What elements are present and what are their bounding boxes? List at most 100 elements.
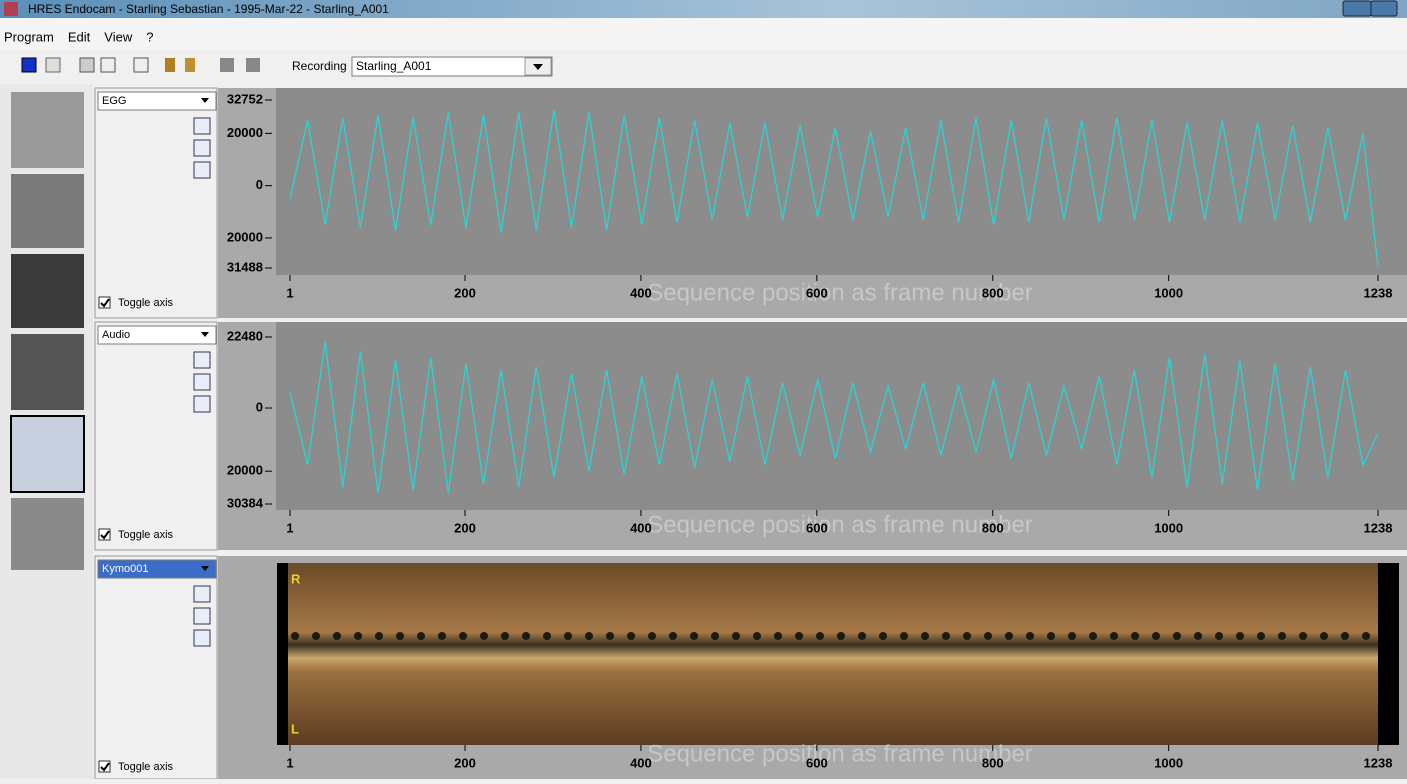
kymo-dot [585,632,593,640]
kymo-dot [1278,632,1286,640]
kymo-dot [816,632,824,640]
x-tick-label: 1 [286,520,293,535]
kymo-dot [690,632,698,640]
x-tick-label: 400 [630,520,652,535]
kymo-dot [1068,632,1076,640]
kymo-dot [648,632,656,640]
y-tick-label: 20000 [227,229,263,244]
x-tick-label: 800 [982,520,1004,535]
kymo-dot [564,632,572,640]
kymo-dot [1131,632,1139,640]
x-axis-label: Sequence position as frame number [647,279,1033,306]
x-tick-label: 200 [454,285,476,300]
stop-button[interactable] [22,58,36,72]
kymo-dot [627,632,635,640]
menu-item[interactable]: View [104,29,133,44]
info-button[interactable] [165,58,175,72]
sound-button[interactable] [46,58,60,72]
x-tick-label: 1238 [1364,520,1393,535]
kymo-dot [669,632,677,640]
toggle-axis-label: Toggle axis [118,297,174,309]
menu-item[interactable]: ? [146,29,153,44]
plot-inner [276,88,1407,275]
kymo-dot [963,632,971,640]
kymo-dot [522,632,530,640]
y-tick-label: 0 [256,399,263,414]
kymo-dot [1026,632,1034,640]
kymo-dot [1236,632,1244,640]
x-tick-label: 1000 [1154,285,1183,300]
kymo-dot [1215,632,1223,640]
endoscope-view-button[interactable] [11,174,84,248]
kymo-dot [438,632,446,640]
kymo-dot [333,632,341,640]
glottis-view-button[interactable] [11,254,84,328]
kymo-dot [606,632,614,640]
kymo-dot [1110,632,1118,640]
kymo-dot [795,632,803,640]
menu-item[interactable]: Edit [68,29,91,44]
kymo-dot [480,632,488,640]
channel-select-value: Audio [102,329,130,341]
kymo-bottom-label: L [291,721,299,736]
y-tick-label: 20000 [227,463,263,478]
minimize-button[interactable] [1343,1,1371,16]
kymo-dot [900,632,908,640]
x-tick-label: 600 [806,285,828,300]
x-tick-label: 200 [454,755,476,770]
help-button[interactable] [185,58,195,72]
kymo-dot [1173,632,1181,640]
kymo-dot [291,632,299,640]
kymo-dot [1152,632,1160,640]
app-icon [4,2,18,16]
zoom-in-button[interactable] [194,118,210,134]
x-tick-label: 1000 [1154,755,1183,770]
export-view-button[interactable] [11,498,84,570]
zoom-in-button[interactable] [194,352,210,368]
kymo-dot [543,632,551,640]
menu-item[interactable]: Program [4,29,54,44]
plot-inner [276,322,1407,510]
kymogram [288,563,1378,745]
zoom-out-button[interactable] [194,140,210,156]
kymo-dot [417,632,425,640]
patient-view-button[interactable] [11,92,84,168]
kymo-dot [837,632,845,640]
kymo-dot [732,632,740,640]
x-tick-label: 1 [286,755,293,770]
edge-view-button[interactable] [11,334,84,410]
kymo-dot [921,632,929,640]
signal-view-button[interactable] [11,416,84,492]
x-tick-label: 800 [982,285,1004,300]
kymo-dot [753,632,761,640]
copy-button[interactable] [134,58,148,72]
fit-button[interactable] [194,162,210,178]
channel-select-value: Kymo001 [102,563,148,575]
app-window: HRES Endocam - Starling Sebastian - 1995… [0,0,1407,779]
channel-select-value: EGG [102,95,126,107]
x-tick-label: 400 [630,285,652,300]
kymo-dot [1005,632,1013,640]
maximize-button[interactable] [1371,1,1397,16]
kymo-dot [1299,632,1307,640]
fit-button[interactable] [194,396,210,412]
kymo-dot [1341,632,1349,640]
toggle-axis-label: Toggle axis [118,529,174,541]
x-tick-label: 400 [630,755,652,770]
x-axis-label: Sequence position as frame number [647,511,1033,538]
kymo-dot [396,632,404,640]
zoom-in-button[interactable] [194,586,210,602]
preview-button[interactable] [101,58,115,72]
kymo-dot [1089,632,1097,640]
kymo-dot [942,632,950,640]
kymo-dot [375,632,383,640]
export-button[interactable] [220,58,234,72]
recording-label: Recording [292,59,347,73]
fit-button[interactable] [194,630,210,646]
import-button[interactable] [246,58,260,72]
zoom-out-button[interactable] [194,374,210,390]
x-tick-label: 800 [982,755,1004,770]
y-tick-label: 31488 [227,259,263,274]
print-button[interactable] [80,58,94,72]
zoom-out-button[interactable] [194,608,210,624]
